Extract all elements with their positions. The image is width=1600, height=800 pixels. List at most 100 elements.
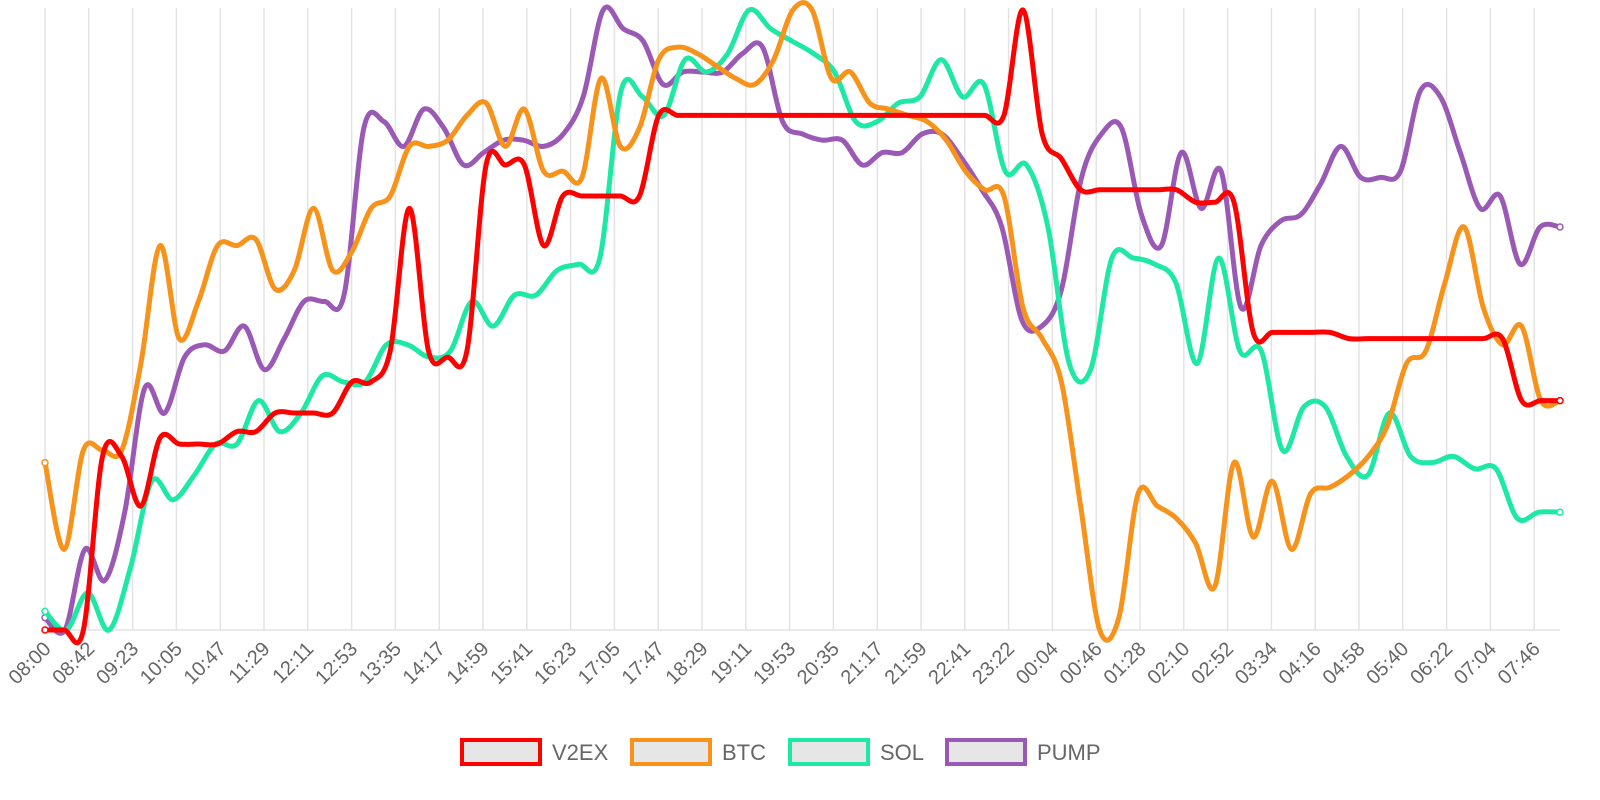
x-tick-label: 13:35	[355, 638, 406, 689]
data-point-pump	[880, 150, 885, 155]
x-axis: 08:0008:4209:2310:0510:4711:2912:1112:53…	[5, 638, 1545, 689]
data-point-v2ex	[618, 193, 623, 199]
data-point-sol	[1131, 255, 1136, 261]
data-point-pump	[82, 547, 88, 552]
data-point-pump	[1218, 169, 1224, 174]
data-point-v2ex	[1346, 336, 1352, 341]
data-point-pump	[640, 38, 646, 44]
data-point-pump	[919, 131, 925, 137]
data-point-pump	[1398, 169, 1403, 174]
data-point-v2ex	[675, 113, 680, 118]
data-point-pump	[1458, 150, 1463, 155]
data-point-v2ex	[886, 113, 891, 118]
data-point-sol	[725, 51, 730, 56]
data-point-btc	[618, 144, 623, 149]
data-point-v2ex	[503, 162, 508, 168]
x-tick-label: 21:59	[881, 638, 932, 689]
legend-item-sol[interactable]: SOL	[788, 738, 924, 766]
legend-label: PUMP	[1037, 740, 1101, 765]
data-point-btc	[579, 175, 585, 180]
data-point-btc	[541, 169, 546, 174]
data-point-btc	[81, 448, 86, 453]
data-point-sol	[277, 429, 282, 434]
data-point-v2ex	[656, 113, 661, 118]
x-tick-label: 04:58	[1319, 638, 1370, 689]
data-point-btc	[925, 119, 930, 124]
data-point-sol	[1088, 367, 1093, 372]
data-point-btc	[1078, 503, 1083, 509]
data-point-v2ex	[1001, 113, 1007, 118]
data-point-btc	[1001, 193, 1007, 199]
x-tick-label: 11:29	[225, 638, 275, 688]
data-point-sol	[1408, 454, 1413, 459]
data-point-sol	[1259, 348, 1264, 354]
data-point-v2ex	[368, 379, 374, 385]
data-point-btc	[637, 125, 642, 130]
data-point-pump	[1537, 224, 1543, 230]
data-point-btc	[982, 187, 987, 192]
data-point-sol	[853, 119, 858, 124]
data-point-pump	[122, 510, 127, 515]
legend-item-btc[interactable]: BTC	[630, 738, 766, 766]
data-point-pump	[581, 94, 586, 100]
data-point-pump	[202, 342, 207, 347]
data-point-sol	[448, 348, 453, 354]
data-point-v2ex	[1270, 330, 1275, 335]
data-point-v2ex	[541, 243, 546, 248]
data-point-sol	[1280, 448, 1285, 453]
x-tick-label: 21:17	[837, 638, 888, 689]
data-point-btc	[1020, 305, 1026, 310]
data-point-v2ex	[61, 627, 67, 633]
data-point-pump	[999, 224, 1004, 230]
data-point-pump	[620, 26, 626, 31]
x-tick-label: 19:11	[706, 638, 756, 688]
data-point-v2ex	[809, 113, 815, 118]
data-point-btc	[292, 268, 297, 273]
data-point-v2ex	[81, 627, 86, 633]
data-point-v2ex	[1059, 156, 1064, 161]
data-point-sol	[170, 497, 176, 502]
legend-swatch	[788, 738, 870, 766]
data-point-sol	[490, 324, 496, 329]
data-point-btc	[1404, 361, 1409, 366]
data-point-v2ex	[445, 355, 450, 360]
legend-item-pump[interactable]: PUMP	[945, 738, 1101, 766]
data-point-v2ex	[407, 206, 412, 211]
data-point-btc	[1231, 460, 1237, 465]
data-point-sol	[682, 57, 688, 62]
data-point-pump	[780, 119, 785, 124]
data-point-sol	[576, 262, 581, 267]
data-point-btc	[1308, 491, 1313, 496]
data-point-pump	[1159, 243, 1164, 248]
data-point-pump	[840, 138, 845, 143]
data-point-sol	[41, 607, 49, 616]
legend-item-v2ex[interactable]: V2EX	[460, 738, 609, 766]
data-point-sol	[106, 627, 112, 633]
data-point-v2ex	[1327, 330, 1333, 335]
data-point-v2ex	[157, 435, 163, 440]
data-point-sol	[1195, 361, 1200, 366]
data-point-sol	[1109, 255, 1115, 261]
x-tick-label: 14:59	[443, 638, 494, 689]
data-point-btc	[1174, 516, 1179, 521]
data-point-btc	[522, 107, 527, 112]
data-point-sol	[1429, 460, 1435, 465]
x-tick-label: 08:00	[5, 638, 56, 689]
x-tick-label: 12:53	[311, 638, 362, 689]
data-point-btc	[41, 458, 49, 467]
data-point-v2ex	[330, 410, 335, 416]
x-tick-label: 10:47	[180, 638, 231, 689]
data-point-btc	[426, 144, 431, 149]
data-point-pump	[282, 336, 287, 341]
data-point-pump	[1318, 181, 1324, 186]
data-point-v2ex	[349, 379, 354, 385]
series-line-pump	[42, 4, 1563, 636]
data-point-v2ex	[177, 441, 182, 447]
data-point-pump	[1119, 125, 1124, 130]
data-point-v2ex	[579, 193, 585, 199]
data-point-sol	[1515, 516, 1520, 521]
data-point-btc	[1289, 547, 1294, 552]
data-point-pump	[1199, 206, 1204, 211]
